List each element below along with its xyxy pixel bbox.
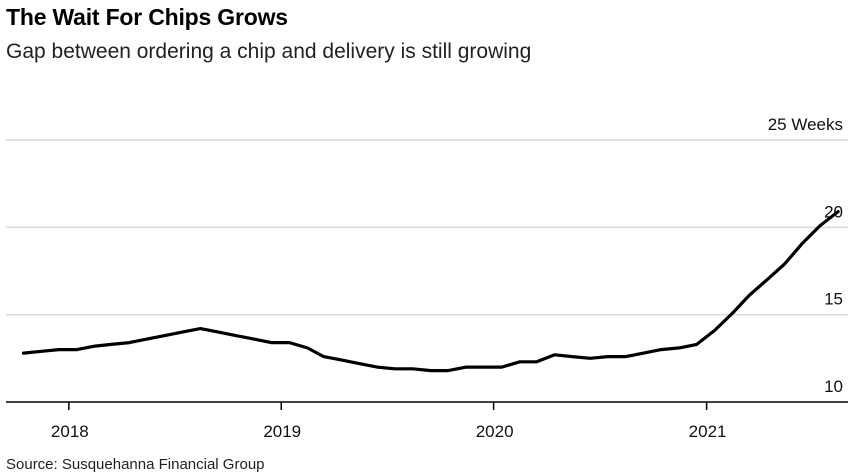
source-note: Source: Susquehanna Financial Group — [6, 456, 265, 473]
x-tick-label-2018: 2018 — [51, 422, 89, 441]
x-tick-label-2021: 2021 — [689, 422, 727, 441]
y-tick-label-25: 25 Weeks — [768, 115, 843, 134]
chart-title: The Wait For Chips Grows — [6, 4, 288, 30]
y-tick-label-20: 20 — [824, 202, 843, 221]
series-line-lead-time — [21, 210, 840, 373]
x-tick-label-2019: 2019 — [263, 422, 301, 441]
y-tick-label-15: 15 — [824, 290, 843, 309]
chart-subtitle: Gap between ordering a chip and delivery… — [6, 40, 532, 63]
y-axis-ticks: 10 15 20 25 Weeks — [768, 115, 843, 396]
x-tick-label-2020: 2020 — [476, 422, 514, 441]
y-tick-label-10: 10 — [824, 377, 843, 396]
gridlines — [6, 139, 848, 316]
x-axis-ticks: 2018 2019 2020 2021 — [51, 402, 727, 441]
